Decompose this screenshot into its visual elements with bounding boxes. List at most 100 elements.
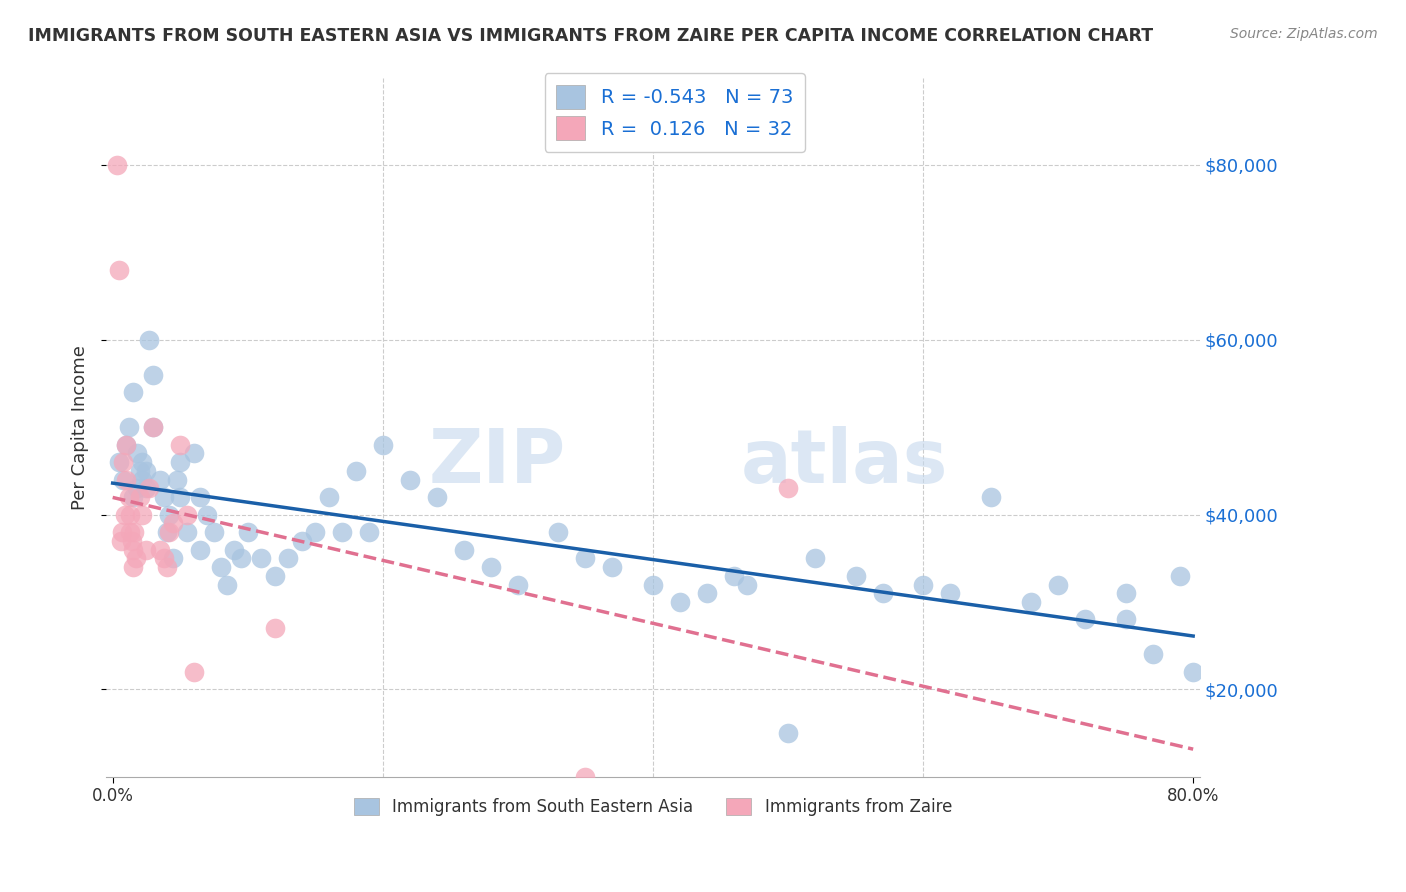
Point <box>547 524 569 539</box>
Point <box>157 524 180 539</box>
Text: ZIP: ZIP <box>429 425 565 499</box>
Point <box>1142 648 1164 662</box>
Point <box>142 420 165 434</box>
Point <box>277 551 299 566</box>
Point <box>229 551 252 566</box>
Point <box>115 437 138 451</box>
Point <box>128 490 150 504</box>
Point <box>166 473 188 487</box>
Point <box>1019 595 1042 609</box>
Point <box>696 586 718 600</box>
Point <box>153 490 176 504</box>
Point <box>776 481 799 495</box>
Point <box>131 455 153 469</box>
Point <box>202 524 225 539</box>
Point <box>131 473 153 487</box>
Point <box>153 551 176 566</box>
Point <box>723 568 745 582</box>
Point <box>183 665 205 679</box>
Point <box>209 560 232 574</box>
Point <box>131 508 153 522</box>
Point <box>122 524 145 539</box>
Point <box>122 542 145 557</box>
Point <box>121 533 143 548</box>
Point <box>776 726 799 740</box>
Point <box>263 568 285 582</box>
Point <box>128 464 150 478</box>
Text: Source: ZipAtlas.com: Source: ZipAtlas.com <box>1230 27 1378 41</box>
Point <box>138 481 160 495</box>
Point <box>111 524 134 539</box>
Point <box>124 551 146 566</box>
Point <box>574 770 596 784</box>
Point <box>115 437 138 451</box>
Point <box>1074 613 1097 627</box>
Point <box>318 490 340 504</box>
Point <box>217 577 239 591</box>
Point <box>112 473 135 487</box>
Point <box>479 560 502 574</box>
Point <box>911 577 934 591</box>
Point <box>169 437 191 451</box>
Point <box>183 446 205 460</box>
Point <box>120 508 142 522</box>
Point <box>135 464 157 478</box>
Point <box>330 524 353 539</box>
Point <box>190 542 212 557</box>
Point <box>149 473 172 487</box>
Point <box>112 455 135 469</box>
Point <box>157 508 180 522</box>
Point <box>371 437 394 451</box>
Point <box>1182 665 1205 679</box>
Point <box>291 533 314 548</box>
Point <box>114 508 136 522</box>
Point <box>1168 568 1191 582</box>
Point <box>737 577 759 591</box>
Point <box>169 490 191 504</box>
Point <box>304 524 326 539</box>
Legend: Immigrants from South Eastern Asia, Immigrants from Zaire: Immigrants from South Eastern Asia, Immi… <box>346 789 960 824</box>
Point <box>135 481 157 495</box>
Point <box>426 490 449 504</box>
Point <box>176 524 198 539</box>
Point <box>108 455 131 469</box>
Point <box>125 446 148 460</box>
Point <box>138 333 160 347</box>
Point <box>149 542 172 557</box>
Point <box>602 560 624 574</box>
Point <box>118 490 141 504</box>
Point <box>142 420 165 434</box>
Point <box>980 490 1002 504</box>
Point <box>108 262 131 277</box>
Point <box>122 560 145 574</box>
Y-axis label: Per Capita Income: Per Capita Income <box>72 344 89 509</box>
Point <box>156 524 179 539</box>
Point <box>641 577 664 591</box>
Point <box>1115 613 1137 627</box>
Point <box>105 158 128 172</box>
Point <box>156 560 179 574</box>
Point <box>1047 577 1070 591</box>
Point <box>125 481 148 495</box>
Point <box>453 542 475 557</box>
Point <box>224 542 246 557</box>
Point <box>118 420 141 434</box>
Point <box>195 508 218 522</box>
Point <box>110 533 132 548</box>
Point <box>574 551 596 566</box>
Point <box>169 455 191 469</box>
Point <box>190 490 212 504</box>
Point <box>120 524 142 539</box>
Point <box>506 577 529 591</box>
Text: atlas: atlas <box>741 425 948 499</box>
Point <box>250 551 273 566</box>
Point <box>359 524 381 539</box>
Text: IMMIGRANTS FROM SOUTH EASTERN ASIA VS IMMIGRANTS FROM ZAIRE PER CAPITA INCOME CO: IMMIGRANTS FROM SOUTH EASTERN ASIA VS IM… <box>28 27 1153 45</box>
Point <box>344 464 367 478</box>
Point <box>263 621 285 635</box>
Point <box>939 586 962 600</box>
Point <box>122 385 145 400</box>
Point <box>804 551 827 566</box>
Point <box>844 568 866 582</box>
Point <box>162 516 184 531</box>
